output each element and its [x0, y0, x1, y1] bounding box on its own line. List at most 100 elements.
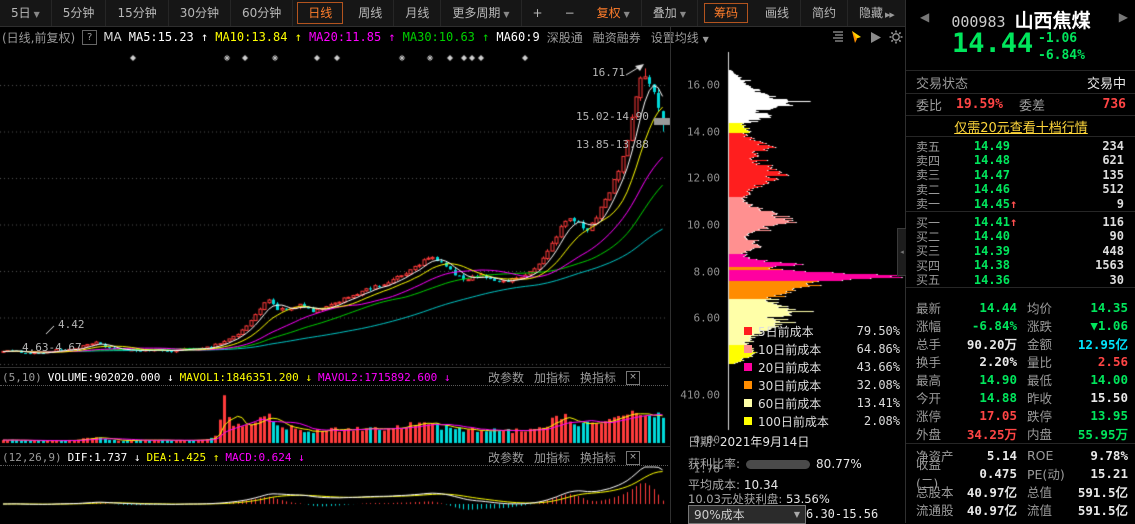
legend-swatch: [744, 399, 752, 407]
legend-pct: 32.08%: [856, 378, 900, 392]
ma-value-2: MA20:11.85 ↑: [308, 30, 396, 44]
macd-pane-link-1[interactable]: 加指标: [534, 451, 571, 465]
tool-button-3[interactable]: 叠加 ▼: [642, 0, 698, 26]
macd-pane-divider: [0, 446, 670, 447]
chip-range-dropdown[interactable]: 90%成本 ▼: [688, 505, 806, 524]
ob-label: 买五: [916, 273, 941, 288]
period-tab-4[interactable]: 60分钟: [231, 0, 294, 26]
weicha-value: 736: [1102, 97, 1126, 112]
fin-row-0: 净资产 5.14 ROE 9.78%: [906, 446, 1135, 464]
flag-gray-icon[interactable]: [870, 31, 882, 44]
tool-button-1[interactable]: −: [564, 6, 575, 20]
level2-upgrade-link[interactable]: 仅需20元查看十档行情: [954, 121, 1088, 136]
ob-arrow-icon: ↑: [1010, 196, 1018, 211]
stat-label: 换手: [916, 354, 942, 370]
order-book-row-bid[interactable]: 买四 14.38 1563: [906, 258, 1135, 273]
stat-value: 15.50: [1090, 389, 1128, 405]
chip-avgcost-row: 平均成本: 10.34: [688, 478, 779, 492]
stat-label: 跌停: [1027, 408, 1053, 424]
period-tab-3[interactable]: 30分钟: [169, 0, 231, 26]
order-book-row-ask[interactable]: 卖四 14.48 621: [906, 153, 1135, 168]
stat-value: 14.90: [979, 371, 1017, 387]
tool-button-0[interactable]: +: [532, 6, 543, 20]
stock-code: 000983: [951, 13, 1006, 31]
order-book-row-bid[interactable]: 买二 14.40 90: [906, 229, 1135, 244]
ob-price: 14.39: [973, 243, 1010, 258]
trade-status-row: 交易状态 交易中: [906, 72, 1135, 92]
help-icon[interactable]: ?: [82, 29, 98, 45]
ma-value-4: MA60:9: [496, 30, 540, 44]
list-icon[interactable]: [830, 31, 843, 43]
fin-row-1: 收益(二) 0.475 PE(动) 15.21: [906, 457, 1135, 491]
stats-row-1: 涨幅 -6.84% 涨跌 ▼1.06: [906, 316, 1135, 334]
stats-row-7: 外盘 34.25万 内盘 55.95万: [906, 424, 1135, 442]
macd-pane-close-icon[interactable]: ×: [626, 450, 641, 465]
ob-price: 14.38: [973, 258, 1010, 273]
order-book-row-bid[interactable]: 买五 14.36 30: [906, 272, 1135, 288]
quote-panel: ◀ 000983 山西焦煤 ▶ 14.44 -1.06 -6.84% 交易状态 …: [905, 0, 1135, 523]
stat-value: 9.78%: [1090, 447, 1128, 463]
chip-date-row: 日期: 2021年9月14日: [688, 435, 810, 449]
next-stock-arrow[interactable]: ▶: [1118, 10, 1128, 24]
tool-button-7[interactable]: 隐藏 ▶▶: [848, 0, 906, 26]
price-axis-label-0: 16.00: [686, 78, 720, 92]
ob-label: 卖三: [916, 168, 941, 183]
ob-qty: 90: [1109, 229, 1124, 244]
flag-yellow-icon[interactable]: [850, 30, 863, 44]
ob-label: 卖二: [916, 182, 941, 197]
stats-row-0: 最新 14.44 均价 14.35: [906, 298, 1135, 316]
macd-header: (12,26,9) DIF:1.737 ↓ DEA:1.425 ↑ MACD:0.6…: [2, 449, 668, 465]
prev-stock-arrow[interactable]: ◀: [920, 10, 930, 24]
order-book-row-ask[interactable]: 卖二 14.46 512: [906, 182, 1135, 197]
order-book-row-ask[interactable]: 卖五 14.49 234: [906, 139, 1135, 154]
avg-cost-value: 10.34: [743, 478, 779, 492]
period-tab-5[interactable]: 日线: [297, 2, 344, 24]
ob-label: 卖五: [916, 139, 941, 154]
macd-pane-link-2[interactable]: 换指标: [580, 451, 617, 465]
macd-pane-link-0[interactable]: 改参数: [488, 451, 525, 465]
macd-pane-links: 改参数 加指标 换指标 ×: [488, 449, 668, 466]
order-book-row-ask[interactable]: 卖一 14.45 ↑ 9: [906, 196, 1135, 212]
price-chart-canvas[interactable]: [0, 0, 908, 523]
volume-pane-links: 改参数 加指标 换指标 ×: [488, 369, 668, 386]
tool-button-2[interactable]: 复权 ▼: [586, 0, 642, 26]
stat-value: 40.97亿: [966, 502, 1017, 518]
stat-value: 90.20万: [966, 336, 1017, 352]
gear-icon[interactable]: [889, 30, 903, 44]
period-tab-7[interactable]: 月线: [394, 0, 442, 26]
stat-value: 17.05: [979, 407, 1017, 423]
indicator-header: (日线,前复权) ? MA MA5:15.23 ↑ MA10:13.84 ↑ MA2…: [2, 28, 905, 46]
ob-qty: 30: [1109, 272, 1124, 287]
tool-button-6[interactable]: 简约: [801, 0, 849, 26]
volume-axis-label-0: 410.00: [680, 388, 720, 402]
volume-pane-link-1[interactable]: 加指标: [534, 371, 571, 385]
legend-pct: 79.50%: [856, 324, 900, 338]
legend-swatch: [744, 363, 752, 371]
order-book-row-ask[interactable]: 卖三 14.47 135: [906, 168, 1135, 183]
tool-button-5[interactable]: 画线: [754, 0, 801, 26]
panel-collapse-handle[interactable]: ◂: [897, 228, 906, 276]
ma-values: MA5:15.23 ↑ MA10:13.84 ↑ MA20:11.85 ↑ MA30:…: [129, 30, 547, 44]
stat-label: 涨跌: [1027, 318, 1053, 334]
price-change: -1.06: [1038, 31, 1078, 46]
stock-header: 000983 山西焦煤: [906, 6, 1135, 33]
volume-pane-link-0[interactable]: 改参数: [488, 371, 525, 385]
stat-value: 5.14: [986, 447, 1017, 463]
ob-price: 14.36: [973, 272, 1010, 287]
ob-qty: 1563: [1095, 258, 1124, 273]
period-tab-6[interactable]: 周线: [347, 0, 395, 26]
ma-settings-button[interactable]: 设置均线 ▼: [650, 30, 709, 45]
volume-pane-close-icon[interactable]: ×: [626, 370, 641, 385]
stat-label: 量比: [1027, 354, 1053, 370]
period-tab-2[interactable]: 15分钟: [106, 0, 169, 26]
order-book-row-bid[interactable]: 买三 14.39 448: [906, 243, 1135, 259]
macd-values: DIF:1.737 ↓ DEA:1.425 ↑ MACD:0.624 ↓: [68, 451, 311, 464]
last-price: 14.44: [952, 28, 1034, 59]
tool-button-4[interactable]: 筹码: [703, 3, 748, 23]
period-tab-0[interactable]: 5日 ▼: [0, 0, 52, 26]
stat-label: 净资产: [916, 448, 954, 464]
period-tab-8[interactable]: 更多周期 ▼: [441, 0, 522, 26]
order-book-row-bid[interactable]: 买一 14.41 ↑ 116: [906, 215, 1135, 230]
volume-pane-link-2[interactable]: 换指标: [580, 371, 617, 385]
period-tab-1[interactable]: 5分钟: [52, 0, 107, 26]
